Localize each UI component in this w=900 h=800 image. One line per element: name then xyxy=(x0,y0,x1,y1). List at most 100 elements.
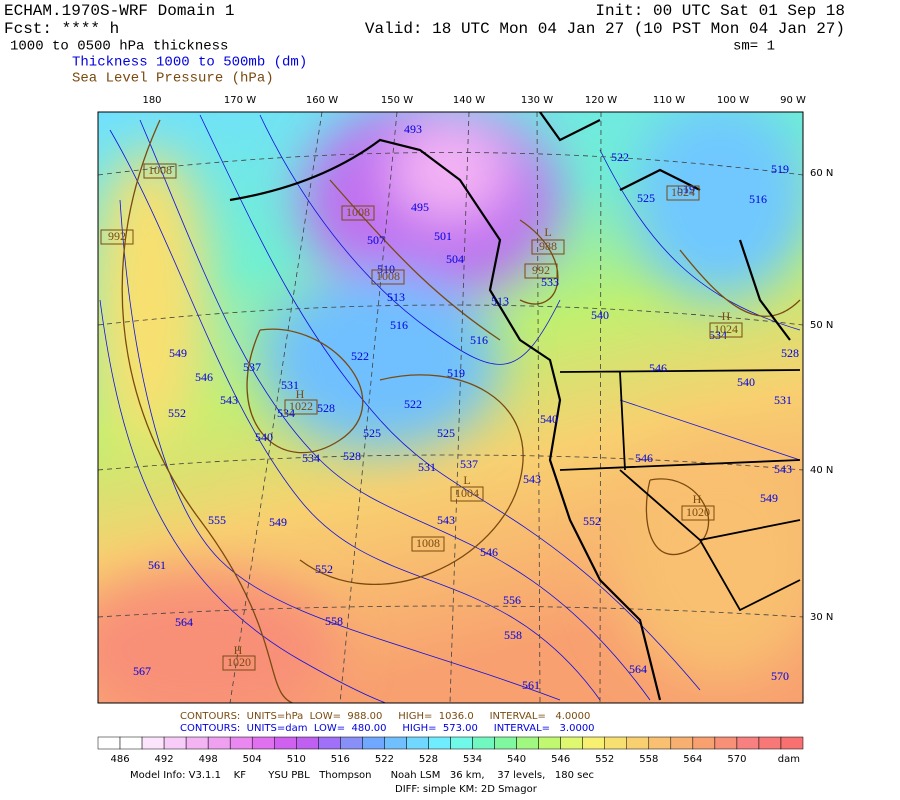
thickness-label: 556 xyxy=(503,593,521,607)
thickness-label: 525 xyxy=(437,426,455,440)
slp-label-box xyxy=(341,205,375,221)
thickness-label: 510 xyxy=(377,262,395,276)
slp-contour-info: CONTOURS: UNITS=hPa LOW= 988.00 HIGH= 10… xyxy=(180,711,590,722)
slp-label: 1020 xyxy=(686,505,710,519)
thickness-label: 528 xyxy=(317,401,335,415)
contour xyxy=(259,114,561,365)
contour xyxy=(299,374,524,586)
colorbar-cell xyxy=(780,736,804,750)
colorbar-label: 528 xyxy=(419,754,438,765)
thickness-label: 570 xyxy=(771,669,789,683)
slp-label-box xyxy=(450,486,484,502)
slp-label: 1022 xyxy=(289,399,313,413)
contour xyxy=(246,328,364,454)
thickness-label: 561 xyxy=(522,678,540,692)
lon-label: 180 xyxy=(142,95,161,106)
thickness-label: 537 xyxy=(460,457,478,471)
thickness-contour-info: CONTOURS: UNITS=dam LOW= 480.00 HIGH= 57… xyxy=(180,723,595,734)
grid-lat xyxy=(98,304,803,326)
model-info: Model Info: V3.1.1 KF YSU PBL Thompson N… xyxy=(130,770,594,781)
pressure-center: H xyxy=(693,492,702,506)
slp-label-box xyxy=(143,163,177,179)
slp-label-box xyxy=(681,505,715,521)
slp-label-box xyxy=(531,239,565,255)
thickness-label: 513 xyxy=(491,294,509,308)
thickness-label: 552 xyxy=(583,514,601,528)
colorbar-label: 552 xyxy=(595,754,614,765)
thickness-label: 531 xyxy=(281,378,299,392)
pressure-center: H xyxy=(234,643,243,657)
thickness-label: 501 xyxy=(434,229,452,243)
thickness-label: 543 xyxy=(523,472,541,486)
lat-label: 60 N xyxy=(810,168,833,179)
colorbar-cell xyxy=(119,736,143,750)
thickness-label: 552 xyxy=(168,406,186,420)
colorbar-label: 516 xyxy=(331,754,350,765)
thickness-label: 555 xyxy=(208,513,226,527)
lon-label: 100 W xyxy=(717,95,749,106)
map-frame xyxy=(97,111,804,704)
colorbar-cell xyxy=(406,736,429,750)
slp-label: 1008 xyxy=(148,163,172,177)
thickness-label: 546 xyxy=(649,361,667,375)
thickness-label: 531 xyxy=(774,393,792,407)
init-time: Init: 00 UTC Sat 01 Sep 18 xyxy=(595,2,845,20)
forecast-hour: Fcst: **** h xyxy=(4,20,119,38)
colorbar-label: 540 xyxy=(507,754,526,765)
slp-label: 1008 xyxy=(346,205,370,219)
contour xyxy=(619,399,801,461)
colorbar-cell xyxy=(141,736,165,750)
colorbar-cell xyxy=(163,736,187,750)
slp-contours xyxy=(121,119,801,703)
colorbar-cell xyxy=(582,736,605,750)
coast xyxy=(229,138,662,701)
colorbar-label: 522 xyxy=(375,754,394,765)
thickness-label: 528 xyxy=(343,449,361,463)
colorbar: 486 492 498 504 510 516 522 528 534 540 546 552 558 5… xyxy=(97,736,804,765)
coast xyxy=(539,112,791,341)
shade xyxy=(630,112,803,300)
thickness-label: 507 xyxy=(367,233,385,247)
map-background xyxy=(98,112,803,703)
pressure-center: H xyxy=(296,387,305,401)
colorbar-cell xyxy=(296,736,319,750)
thickness-label: 534 xyxy=(709,328,727,342)
coastlines xyxy=(229,112,801,701)
slp-label: 988 xyxy=(539,239,557,253)
contour xyxy=(519,219,559,305)
slp-label: 1024 xyxy=(671,185,695,199)
slp-label: 1008 xyxy=(416,536,440,550)
thickness-label: 533 xyxy=(541,275,559,289)
slp-legend: Sea Level Pressure (hPa) xyxy=(72,71,274,87)
slp-label-box xyxy=(371,269,405,285)
slp-label: 1004 xyxy=(455,486,479,500)
thickness-label: 493 xyxy=(404,122,422,136)
colorbar-label: 546 xyxy=(551,754,570,765)
grid-lat xyxy=(98,454,803,471)
colorbar-label: 534 xyxy=(463,754,482,765)
colorbar-cell xyxy=(251,736,275,750)
slp-label-box xyxy=(100,229,134,245)
thickness-label: 546 xyxy=(635,451,653,465)
lon-label: 120 W xyxy=(585,95,617,106)
colorbar-cell xyxy=(428,736,451,750)
slp-label-box xyxy=(284,399,318,415)
slp-label: 992 xyxy=(108,229,126,243)
colorbar-label: 486 xyxy=(110,754,129,765)
thickness-label: 531 xyxy=(418,460,436,474)
colorbar-unit: dam xyxy=(778,754,800,765)
valid-time: Valid: 18 UTC Mon 04 Jan 27 (10 PST Mon … xyxy=(365,20,845,38)
colorbar-cell xyxy=(207,736,231,750)
colorbar-cell xyxy=(185,736,209,750)
thickness-label: 543 xyxy=(774,462,792,476)
thickness-legend: Thickness 1000 to 500mb (dm) xyxy=(72,55,307,71)
thickness-contours xyxy=(99,114,801,703)
thickness-label: 528 xyxy=(781,346,799,360)
colorbar-cell xyxy=(758,736,782,750)
slp-label-box xyxy=(222,655,256,671)
contour xyxy=(109,129,601,701)
slp-label-box xyxy=(666,185,700,201)
lon-label: 150 W xyxy=(381,95,413,106)
thickness-label: 564 xyxy=(175,615,193,629)
